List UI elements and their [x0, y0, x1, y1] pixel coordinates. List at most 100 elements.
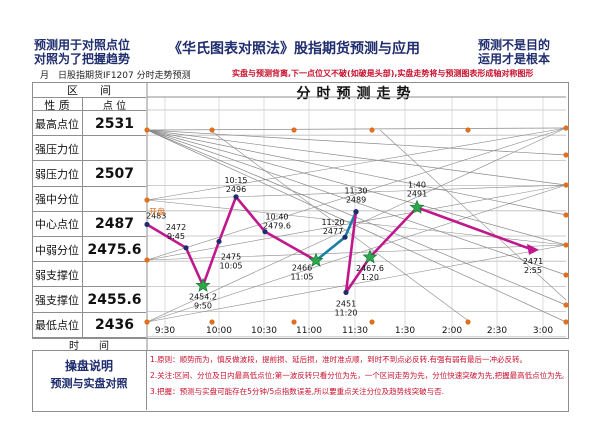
- row-value: 2455.6: [87, 291, 142, 308]
- red-note: 实盘与预测背离,下一点位又不破(如破是头部),实盘走势将与预测图表形成轴对称图形: [232, 69, 534, 78]
- pivot-dot: [563, 242, 569, 248]
- table-row: 中心点位 2487: [32, 210, 146, 237]
- header-left-line1: 预测用于对照点位: [34, 38, 131, 52]
- data-label: 2471: [523, 257, 543, 266]
- note-line-3: 3.把握：预测与实盘可能存在5分钟/5点指数误差,所以要重点关注分位及趋势线突破…: [150, 387, 444, 396]
- data-label: 1:40: [408, 180, 426, 189]
- pivot-dot: [144, 319, 150, 325]
- notes-left-title: 操盘说明: [64, 359, 113, 373]
- trend-line: [146, 127, 567, 261]
- pivot-dot: [291, 319, 297, 325]
- x-tick-label: 11:30: [342, 326, 368, 336]
- pivot-dot: [563, 152, 569, 158]
- trend-line: [146, 127, 567, 131]
- data-label: 2483: [146, 211, 166, 220]
- header-left-line2: 对照为了把握趋势: [34, 52, 131, 66]
- pivot-dot: [144, 127, 150, 133]
- notes-left: [32, 350, 147, 410]
- x-ticks: 9:30 10:00 10:30 11:00 11:30 1:30 2:00 2:30 3:00: [155, 326, 553, 336]
- data-point: [342, 234, 348, 240]
- pivot-dot: [291, 127, 297, 133]
- row-label: 最低点位: [32, 312, 83, 338]
- data-label: 9:50: [194, 302, 212, 311]
- note-line-2: 2.关注:区间、分位及日内最高低点位;第一波反转只看分位为先，一个区间走势为先，…: [150, 371, 564, 380]
- x-tick-label: 2:00: [442, 326, 462, 336]
- data-label: 11:20: [321, 218, 344, 227]
- data-point: [262, 229, 268, 235]
- x-tick-label: 10:30: [251, 326, 277, 336]
- x-tick-label: 3:00: [533, 326, 553, 336]
- data-label: 2454.2: [189, 293, 217, 302]
- header-right-line1: 预测不是目的: [478, 38, 551, 52]
- chart-frame: [32, 82, 569, 339]
- row-value: 2487: [95, 216, 134, 233]
- pivot-dot: [209, 127, 215, 133]
- data-point: [144, 221, 150, 228]
- table-head-nature: 性 质: [32, 98, 83, 112]
- arrow-head: [527, 243, 539, 255]
- x-tick-label: 1:30: [395, 326, 415, 336]
- data-label: 2491: [407, 189, 427, 198]
- chart-grid: [144, 83, 569, 350]
- data-point: [233, 194, 239, 200]
- pivot-dot: [144, 257, 150, 263]
- row-label: 强支撑位: [32, 287, 83, 313]
- data-label: 2496: [226, 185, 246, 194]
- data-label: 10:15: [224, 176, 247, 185]
- row-label: 强中分位: [32, 186, 83, 212]
- pivot-dot: [369, 319, 375, 325]
- data-label: 10:05: [219, 261, 242, 270]
- x-tick-label: 10:00: [206, 326, 232, 336]
- pivot-dot: [369, 127, 375, 133]
- data-label: 2489: [346, 196, 366, 205]
- time-label: 时 间: [69, 341, 109, 352]
- data-label: 2:55: [524, 266, 542, 275]
- data-label: 2451: [336, 299, 356, 308]
- trend-line: [146, 129, 567, 246]
- star-marker: [409, 199, 425, 214]
- row-value: 2507: [95, 165, 134, 182]
- table-row: 弱压力位 2507: [32, 160, 146, 187]
- data-label: 1:20: [361, 273, 379, 282]
- data-label: 2479.6: [263, 222, 291, 231]
- page-title: 《华氏图表对照法》股指期货预测与应用: [168, 41, 420, 57]
- note-line-1: 1.原则：顺势而为，慎反做波段，提前损、延后损，准时准点顺，到时不到点必反转.有…: [150, 355, 528, 364]
- x-tick-label: 11:00: [296, 326, 322, 336]
- star-marker: [362, 249, 378, 264]
- trend-line: [146, 184, 567, 201]
- row-label: 强压力位: [32, 136, 83, 162]
- pivot-dot: [144, 197, 150, 203]
- pivot-dot: [563, 212, 569, 218]
- trend-line: [146, 129, 567, 216]
- table-row: 中弱分位 2475.6: [32, 236, 146, 263]
- pivot-dot: [465, 127, 471, 133]
- pivot-dot: [563, 272, 569, 278]
- trend-line: [146, 184, 567, 323]
- pivot-dot: [563, 125, 569, 131]
- data-label: 10:40: [265, 213, 288, 222]
- table-row: 最高点位 2531: [32, 110, 146, 137]
- row-label: 弱支撑位: [32, 262, 83, 288]
- x-tick-label: 2:30: [487, 326, 507, 336]
- time-row: 时 间: [32, 337, 146, 352]
- data-label: 2475: [221, 252, 241, 261]
- trend-line: [209, 129, 471, 323]
- data-label: 2467.6: [356, 264, 384, 273]
- data-label: 2466: [292, 264, 312, 273]
- table-row: 强中分位: [32, 185, 146, 212]
- data-point: [216, 238, 222, 245]
- data-label: 11:05: [290, 273, 313, 282]
- data-point: [353, 209, 359, 215]
- table-head-range: 区 间: [67, 84, 111, 97]
- trend-line: [146, 129, 567, 156]
- data-label: 2477: [323, 227, 343, 236]
- pivot-dot: [209, 319, 215, 325]
- trend-line: [146, 129, 567, 323]
- pivot-dot: [563, 319, 569, 325]
- trend-line: [146, 244, 567, 323]
- star-marker: [308, 252, 324, 267]
- trend-line: [146, 129, 567, 186]
- table-row: 最低点位 2436: [32, 311, 146, 338]
- trend-line: [146, 129, 567, 276]
